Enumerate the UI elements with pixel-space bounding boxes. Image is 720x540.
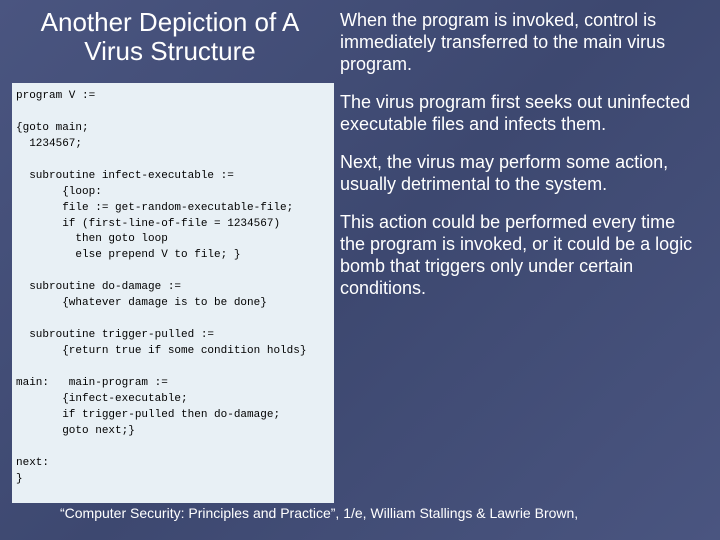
paragraph-1: When the program is invoked, control is … bbox=[340, 10, 705, 76]
paragraph-2: The virus program first seeks out uninfe… bbox=[340, 92, 705, 136]
paragraph-3: Next, the virus may perform some action,… bbox=[340, 152, 705, 196]
slide-container: Another Depiction of A Virus Structure p… bbox=[0, 0, 720, 540]
code-block: program V := {goto main; 1234567; subrou… bbox=[12, 83, 334, 503]
citation-text: “Computer Security: Principles and Pract… bbox=[60, 505, 680, 523]
slide-title: Another Depiction of A Virus Structure bbox=[20, 8, 320, 65]
description-text: When the program is invoked, control is … bbox=[340, 10, 705, 315]
paragraph-4: This action could be performed every tim… bbox=[340, 212, 705, 300]
